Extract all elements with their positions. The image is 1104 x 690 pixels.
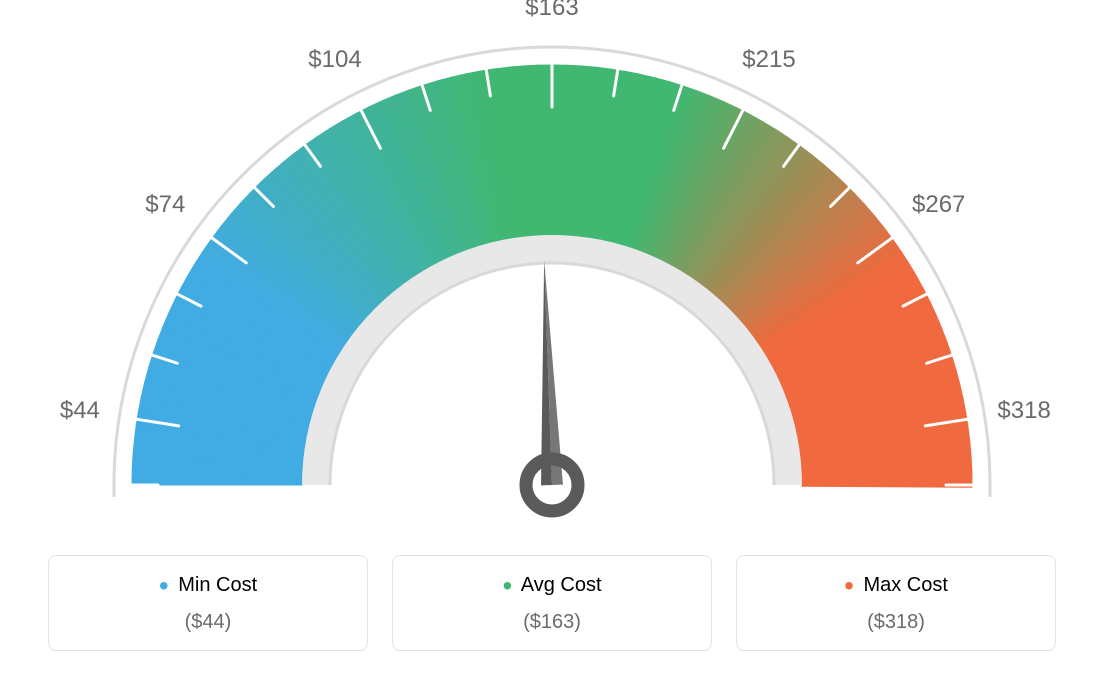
legend-card-avg: • Avg Cost ($163) xyxy=(392,555,712,651)
legend-label-avg: Avg Cost xyxy=(521,574,602,596)
legend-value-avg: ($163) xyxy=(403,611,701,634)
legend-dot-avg: • xyxy=(502,570,516,601)
legend-value-min: ($44) xyxy=(59,611,357,634)
legend-title-max: • Max Cost xyxy=(747,574,1045,597)
svg-text:$215: $215 xyxy=(742,46,795,73)
legend-title-min: • Min Cost xyxy=(59,574,357,597)
gauge-svg: $44 $74 $104 $163 $215 $267 $318 xyxy=(0,0,1104,555)
legend-card-max: • Max Cost ($318) xyxy=(736,555,1056,651)
legend-label-min: Min Cost xyxy=(178,574,257,596)
legend-dot-max: • xyxy=(844,570,858,601)
svg-text:$163: $163 xyxy=(525,0,578,21)
legend-label-max: Max Cost xyxy=(863,574,947,596)
legend-dot-min: • xyxy=(159,570,173,601)
svg-text:$267: $267 xyxy=(912,191,965,218)
svg-text:$104: $104 xyxy=(308,46,361,73)
legend-title-avg: • Avg Cost xyxy=(403,574,701,597)
legend-card-min: • Min Cost ($44) xyxy=(48,555,368,651)
legend-value-max: ($318) xyxy=(747,611,1045,634)
cost-gauge: $44 $74 $104 $163 $215 $267 $318 xyxy=(0,0,1104,555)
svg-text:$318: $318 xyxy=(997,397,1050,424)
svg-text:$74: $74 xyxy=(145,191,185,218)
legend-row: • Min Cost ($44) • Avg Cost ($163) • Max… xyxy=(0,555,1104,651)
svg-text:$44: $44 xyxy=(60,397,100,424)
